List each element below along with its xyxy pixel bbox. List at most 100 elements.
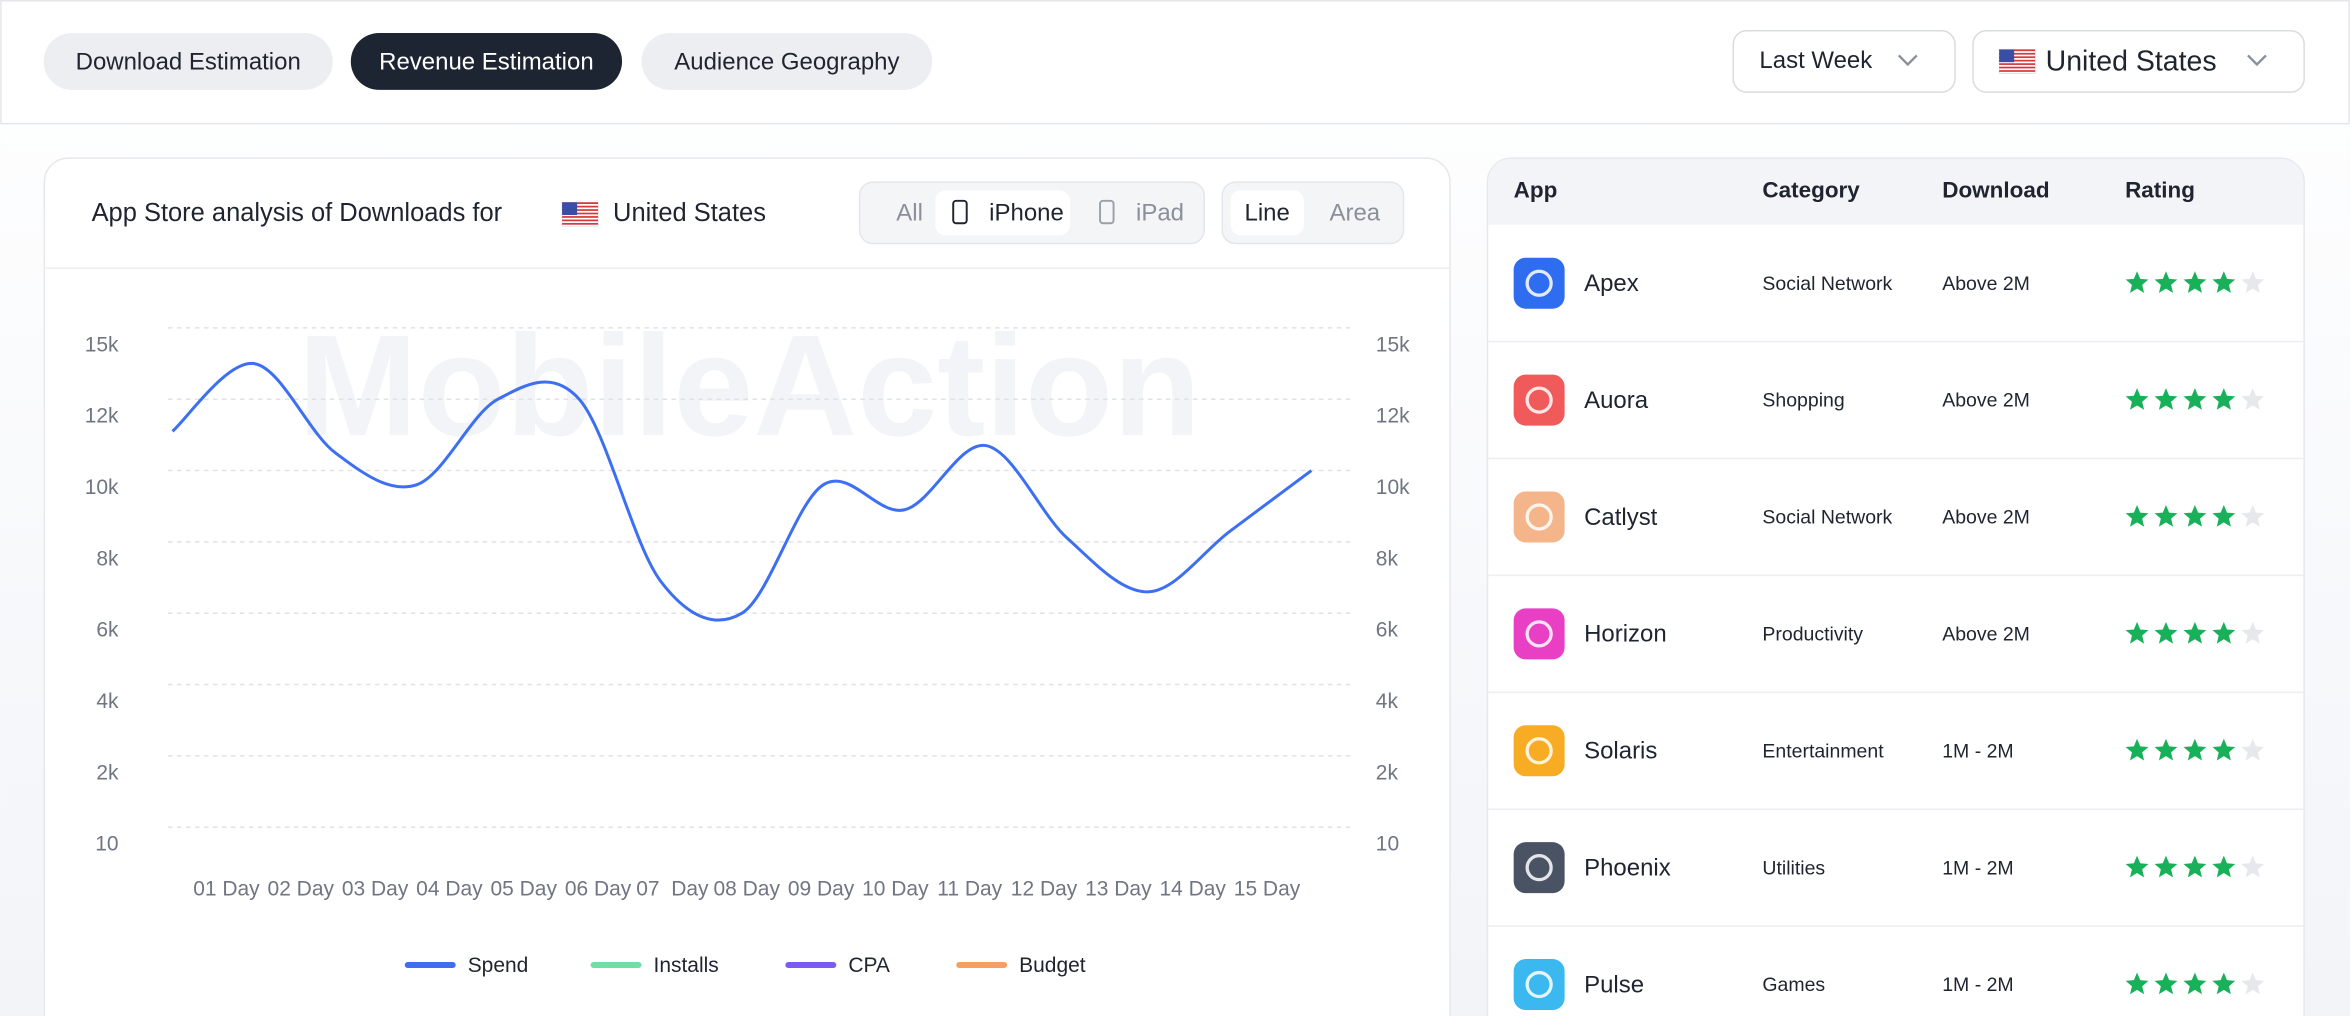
- star: [2183, 388, 2207, 410]
- period-label[interactable]: Last Week: [1759, 47, 1873, 74]
- x-tick-label: 03 Day: [342, 878, 409, 901]
- column-header: Download: [1942, 178, 2049, 203]
- app-name[interactable]: Catlyst: [1584, 504, 1658, 531]
- flag-stripe: [1999, 59, 2036, 62]
- x-tick-label: 04 Day: [416, 878, 483, 901]
- app-icon-glyph: [1525, 503, 1553, 531]
- legend-label[interactable]: Budget: [1019, 954, 1086, 977]
- flag-stripe: [1999, 66, 2036, 69]
- star: [2212, 271, 2236, 293]
- tab[interactable]: [350, 32, 623, 90]
- tab-label[interactable]: Revenue Estimation: [379, 48, 594, 75]
- device-icon[interactable]: [952, 199, 968, 225]
- tab[interactable]: [641, 32, 933, 90]
- rating: [2125, 271, 2265, 293]
- y-tick-label: 6k: [96, 619, 119, 642]
- rating: [2125, 621, 2265, 644]
- tab-label[interactable]: Download Estimation: [76, 48, 301, 75]
- flag-stripe: [1999, 56, 2036, 59]
- x-tick-label: 13 Day: [1085, 878, 1152, 901]
- country-dropdown[interactable]: [1972, 29, 2305, 93]
- view-option[interactable]: Area: [1330, 200, 1381, 227]
- rating: [2125, 972, 2265, 995]
- tab-label[interactable]: Audience Geography: [674, 48, 899, 75]
- column-header: Rating: [2125, 178, 2195, 203]
- chevron[interactable]: [1897, 54, 1918, 67]
- chart-title: App Store analysis of Downloads for: [92, 199, 503, 227]
- column-header: Category: [1762, 178, 1860, 203]
- flag-stripe: [1999, 70, 2036, 72]
- legend-label[interactable]: Spend: [468, 954, 529, 977]
- star: [2125, 738, 2149, 761]
- y2-tick-label: 4k: [1376, 690, 1399, 713]
- flag-stripe: [1999, 52, 2036, 55]
- app-category: Social Network: [1762, 507, 1892, 529]
- x-tick-label: 05 Day: [491, 878, 558, 901]
- y-tick-label: 10: [95, 833, 118, 856]
- y-tick-label: 12k: [85, 405, 119, 428]
- app-icon-glyph: [1525, 854, 1553, 882]
- app-category: Utilities: [1762, 857, 1825, 879]
- y2-tick-label: 8k: [1376, 547, 1399, 570]
- chevron[interactable]: [2247, 54, 2267, 67]
- app-icon-glyph: [1525, 970, 1553, 999]
- period-dropdown[interactable]: [1732, 29, 1956, 93]
- flag-stripe: [562, 219, 599, 222]
- legend-label[interactable]: CPA: [848, 954, 890, 977]
- table-card: [1486, 157, 2305, 1016]
- star: [2125, 972, 2149, 995]
- app-download: 1M - 2M: [1942, 740, 2013, 762]
- legend-label[interactable]: Installs: [654, 954, 719, 977]
- app-icon: [1513, 491, 1565, 543]
- device-selected[interactable]: [935, 190, 1071, 236]
- app-download: Above 2M: [1942, 507, 2030, 529]
- x-tick-label: 09 Day: [788, 878, 855, 901]
- view-option[interactable]: Line: [1244, 200, 1289, 227]
- app-icon: [1513, 725, 1565, 777]
- chart-card: [43, 157, 1451, 1016]
- star: [2125, 388, 2149, 410]
- device-option[interactable]: iPad: [1136, 200, 1184, 227]
- app-name[interactable]: Apex: [1584, 270, 1639, 297]
- star: [2241, 505, 2265, 527]
- tab[interactable]: [43, 32, 333, 90]
- y2-tick-label: 6k: [1376, 619, 1399, 642]
- app-icon: [1513, 374, 1565, 426]
- app-name[interactable]: Phoenix: [1584, 854, 1671, 881]
- star: [2241, 738, 2265, 761]
- star: [2212, 388, 2236, 410]
- star: [2125, 505, 2149, 527]
- view-selected[interactable]: [1230, 190, 1304, 236]
- app-name[interactable]: Solaris: [1584, 738, 1657, 765]
- star: [2241, 621, 2265, 644]
- star: [2154, 388, 2178, 410]
- app-icon: [1513, 842, 1565, 894]
- star: [2183, 972, 2207, 995]
- y-tick-label: 2k: [96, 761, 119, 784]
- device-icon[interactable]: [1099, 199, 1115, 225]
- star: [2183, 271, 2207, 293]
- app-download: 1M - 2M: [1942, 974, 2013, 996]
- app-name[interactable]: Pulse: [1584, 971, 1644, 998]
- y-tick-label: 15k: [85, 333, 119, 356]
- flag-stripe: [562, 205, 599, 208]
- table-header: [1488, 158, 2304, 225]
- flag-stripe: [562, 212, 599, 215]
- app-icon-glyph: [1525, 269, 1553, 297]
- star: [2212, 505, 2236, 527]
- app-download: Above 2M: [1942, 390, 2030, 412]
- app-icon-glyph: [1525, 620, 1553, 648]
- x-tick-label: 12 Day: [1011, 878, 1078, 901]
- device-option[interactable]: All: [896, 200, 923, 227]
- device-option[interactable]: iPhone: [989, 200, 1064, 227]
- flag-stripe: [1999, 63, 2036, 65]
- star: [2154, 621, 2178, 644]
- star: [2125, 621, 2149, 644]
- star: [2183, 855, 2207, 878]
- app-name[interactable]: Horizon: [1584, 621, 1667, 648]
- app-name[interactable]: Auora: [1584, 387, 1649, 414]
- star: [2241, 388, 2265, 410]
- flag-stripe: [562, 202, 599, 205]
- country-label[interactable]: United States: [2046, 45, 2217, 77]
- y2-tick-label: 12k: [1376, 405, 1410, 428]
